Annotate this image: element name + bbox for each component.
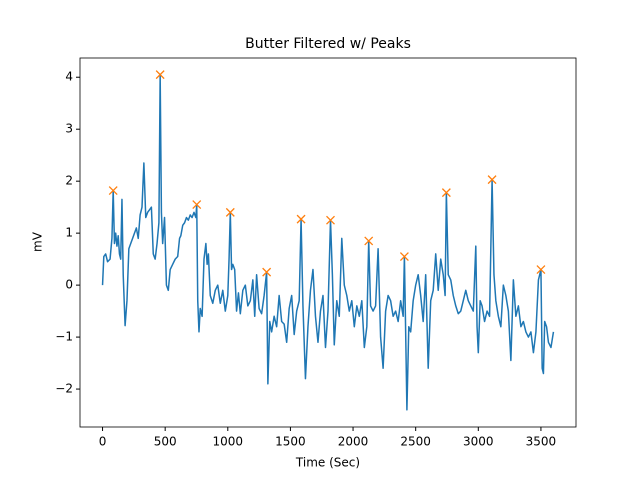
y-tick-label: −1 xyxy=(55,330,73,344)
peak-marker xyxy=(326,215,335,225)
y-tick-label: 0 xyxy=(65,278,73,292)
x-axis-label: Time (Sec) xyxy=(295,456,360,470)
peak-marker xyxy=(155,70,165,80)
peak-marker xyxy=(364,236,374,246)
peak-marker xyxy=(262,267,272,277)
x-tick-label: 3000 xyxy=(463,435,494,449)
x-tick-label: 3500 xyxy=(526,435,557,449)
y-tick-label: 3 xyxy=(65,122,73,136)
y-tick-label: 1 xyxy=(65,226,73,240)
x-tick-label: 0 xyxy=(99,435,107,449)
chart-title: Butter Filtered w/ Peaks xyxy=(245,36,411,52)
x-tick-label: 2500 xyxy=(400,435,431,449)
y-tick-label: 2 xyxy=(65,174,73,188)
x-tick-label: 500 xyxy=(154,435,177,449)
y-tick-label: 4 xyxy=(65,70,73,84)
peak-marker xyxy=(225,207,235,217)
signal-line xyxy=(101,73,555,411)
peak-marker xyxy=(536,265,546,274)
x-tick-label: 1500 xyxy=(275,435,306,449)
y-axis-label: mV xyxy=(31,231,45,252)
peak-marker xyxy=(399,252,409,261)
peak-marker xyxy=(192,200,202,210)
peak-marker xyxy=(441,188,451,198)
peak-marker xyxy=(108,186,118,195)
peak-marker xyxy=(487,175,497,185)
peak-marker xyxy=(296,214,306,224)
plot-frame xyxy=(79,57,577,428)
y-tick-label: −2 xyxy=(55,382,73,396)
x-tick-label: 2000 xyxy=(338,435,369,449)
x-tick-label: 1000 xyxy=(213,435,244,449)
